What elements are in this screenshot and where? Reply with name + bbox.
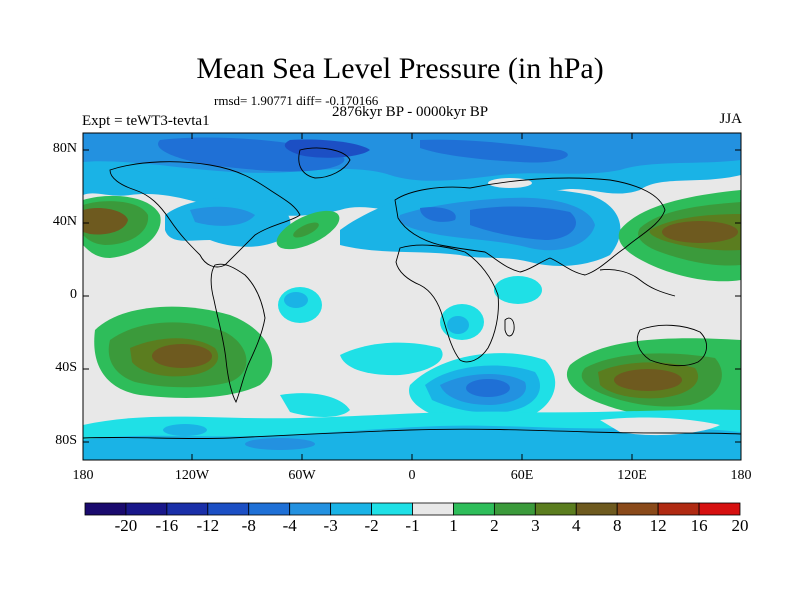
colorbar-box (493, 502, 536, 516)
spacific-high-core (152, 344, 212, 368)
lon-label-60e: 60E (510, 468, 534, 483)
southern-ocean-low-core (466, 379, 510, 397)
tropical-atlantic-low-core (284, 292, 308, 308)
colorbar-label: -16 (155, 516, 179, 535)
experiment-label: Expt = teWT3-tevta1 (82, 113, 210, 129)
colorbar-box (207, 502, 250, 516)
colorbar-box (330, 502, 372, 516)
colorbar-box (453, 502, 495, 516)
colorbar-label: 20 (731, 516, 749, 535)
eurasia-outline (394, 177, 666, 276)
arctic-low-inner-east (420, 139, 568, 163)
lon-label-120e: 120E (617, 468, 647, 483)
atlantic-high-core (293, 222, 319, 238)
south-atlantic-subtropical-low (340, 342, 443, 376)
maritime-continent-outline (599, 269, 676, 297)
lon-label-0: 0 (408, 468, 416, 483)
lat-ticks (83, 149, 741, 443)
antarctica-outline (83, 428, 741, 440)
colorbar-label: -3 (323, 516, 338, 535)
namerica-low-inner (190, 206, 255, 226)
colorbar-label: 3 (531, 516, 540, 535)
greenland-outline (298, 147, 351, 179)
colorbar-box (289, 502, 332, 516)
lon-label-180e: 180 (730, 468, 752, 483)
antarctic-low-core (245, 438, 315, 450)
time-period: 2876kyr BP - 0000kyr BP (331, 104, 489, 120)
north-america-outline (109, 161, 301, 268)
lat-label-80n: 80N (52, 141, 77, 156)
indian-ocean-low (494, 276, 542, 304)
antarctic-low-inner (83, 425, 741, 460)
colorbar-label: 16 (690, 516, 708, 535)
colorbar-label: -8 (241, 516, 256, 535)
colorbar-label: -20 (114, 516, 138, 535)
lat-label-40n: 40N (52, 214, 77, 229)
colorbar-box (698, 502, 741, 516)
colorbar (84, 502, 741, 516)
australia-outline (636, 324, 707, 367)
antarctic-low-patch (163, 424, 207, 436)
map-title: Mean Sea Level Pressure (in hPa) (196, 52, 604, 85)
lat-label-40s: 40S (55, 360, 77, 375)
colorbar-box (371, 502, 413, 516)
colorbar-box (84, 502, 127, 516)
colorbar-label: -2 (364, 516, 379, 535)
colorbar-box (166, 502, 209, 516)
colorbar-label: 12 (649, 516, 667, 535)
eurasia-low-inner (470, 206, 576, 240)
lon-label-180w: 180 (72, 468, 94, 483)
africa-outline (395, 244, 499, 363)
south-atlantic-low-core (447, 316, 469, 334)
europe-low-inner (420, 207, 456, 222)
lon-label-60w: 60W (288, 468, 316, 483)
lon-ticks (191, 133, 633, 460)
coastlines (83, 147, 741, 440)
southern-ocean-low-west (280, 393, 350, 417)
sindian-high-core (614, 369, 682, 391)
lat-label-0: 0 (70, 287, 77, 302)
colorbar-label: -12 (196, 516, 220, 535)
colorbar-box (534, 502, 577, 516)
colorbar-label: -1 (405, 516, 420, 535)
colorbar-box (575, 502, 618, 516)
colorbar-box (616, 502, 659, 516)
south-america-outline (210, 263, 266, 404)
madagascar-outline (504, 317, 515, 337)
antarctic-neutral-patch (600, 417, 720, 436)
npacific-high-west-core (83, 208, 128, 235)
colorbar-box (248, 502, 291, 516)
lat-label-80s: 80S (55, 433, 77, 448)
lon-label-120w: 120W (174, 468, 210, 483)
colorbar-label: 2 (490, 516, 499, 535)
colorbar-label: 1 (449, 516, 458, 535)
colorbar-box (412, 502, 454, 516)
colorbar-box (125, 502, 168, 516)
colorbar-label: 8 (612, 516, 622, 535)
npacific-high-east-core (662, 221, 738, 243)
colorbar-label: 4 (572, 516, 581, 535)
colorbar-label: -4 (282, 516, 297, 535)
pressure-field (83, 133, 741, 460)
rmsd-diff-stats: rmsd= 1.90771 diff= -0.170166 (214, 93, 379, 108)
season-label: JJA (719, 111, 742, 127)
colorbar-box (657, 502, 700, 516)
